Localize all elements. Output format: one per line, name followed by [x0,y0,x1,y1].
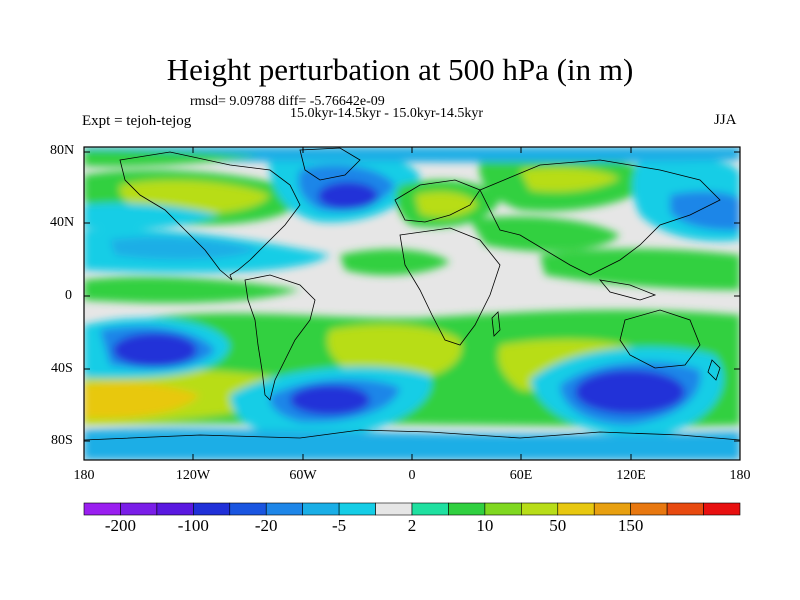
greenland-coast [299,147,361,181]
madagascar-coast [491,311,501,337]
lat-label-80n: 80N [50,143,75,158]
arctic-cyan [84,147,740,163]
coastlines [84,147,740,441]
lat-label-40s: 40S [51,361,73,376]
colorbar-swatch [411,502,449,516]
colorbar-swatch [593,502,631,516]
lat-label-eq: 0 [65,288,72,303]
new-zealand-coast [707,359,721,381]
contour-field [84,147,740,460]
colorbar-swatch [83,502,121,516]
south-america-coast [244,274,316,401]
pacific-northwest-cyan [84,203,220,230]
lat-label-40n: 40N [50,215,75,230]
colorbar-label: -200 [104,516,137,535]
colorbar-swatch [484,502,522,516]
tropical-atlantic-green [340,249,450,276]
tropical-indian-green [540,248,740,290]
lon-label-0: 0 [408,468,416,483]
south-pacific-orange [84,382,200,419]
colorbar-label: 150 [617,516,644,535]
north-asia-blue [670,191,740,231]
south-pacific-dark-blue [113,333,197,367]
stats-text: rmsd= 9.09788 diff= -5.76642e-09 [190,94,385,109]
colorbar-swatch [193,502,231,516]
colorbar-swatch [521,502,559,516]
colorbar-label: -5 [332,516,347,535]
north-america-coast [119,151,301,281]
colorbar-swatch [265,502,303,516]
colorbar-swatch [338,502,376,516]
southeast-asia-coast [599,279,657,301]
lon-label-120w: 120W [175,468,211,483]
page-title: Height perturbation at 500 hPa (in m) [166,52,634,87]
antarctica-coast [84,429,740,441]
colorbar-swatch [375,502,413,516]
colorbar-swatch [156,502,194,516]
arctic-green [84,150,260,167]
colorbar-label: -100 [177,516,209,535]
lon-label-180e: 180 [729,468,751,483]
colorbar-swatch [630,502,668,516]
colorbar-label: 2 [407,516,417,535]
asia-coast [479,159,721,276]
axis-ticks [83,147,741,460]
colorbar-swatch [229,502,267,516]
middle-east-green [470,216,620,252]
indian-ocean-dark-blue [575,370,685,414]
lat-label-80s: 80S [51,433,73,448]
south-atlantic-dark-blue [290,385,370,415]
africa-coast [399,227,501,346]
lon-label-60e: 60E [509,468,533,483]
experiment-label: Expt = tejoh-tejog [82,113,192,129]
colorbar-label: 50 [549,516,567,535]
colorbar-swatch [703,502,741,516]
europe-coast [394,179,481,223]
colorbar-swatch [302,502,340,516]
lon-label-60w: 60W [289,468,317,483]
colorbar-label: 10 [476,516,494,535]
australia-coast [619,309,701,369]
europe-yellow [415,191,478,218]
colorbar-swatch [666,502,704,516]
period-text: 15.0kyr-14.5kyr - 15.0kyr-14.5kyr [290,106,484,121]
colorbar-swatch [120,502,158,516]
north-atlantic-dark-blue [318,182,378,210]
season-label: JJA [714,112,737,128]
lon-label-180w: 180 [73,468,95,483]
tropical-pacific-blue [110,236,260,260]
colorbar-swatch [448,502,486,516]
lon-label-120e: 120E [616,468,646,483]
colorbar [83,502,741,516]
colorbar-label: -20 [254,516,278,535]
south-atlantic-yellow [327,324,462,381]
central-pacific-green [84,276,300,303]
central-asia-yellow [520,167,620,192]
colorbar-swatch [557,502,595,516]
